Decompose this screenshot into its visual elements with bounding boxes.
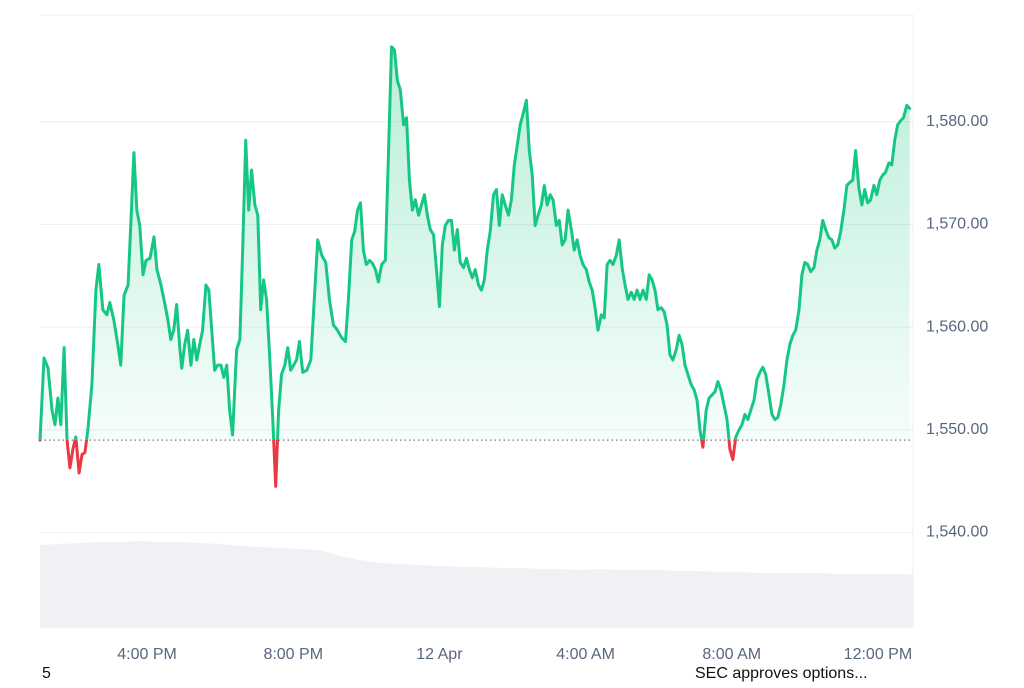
x-tick-label: 12:00 PM bbox=[844, 646, 912, 663]
y-tick-label: 1,570.00 bbox=[926, 216, 988, 233]
footer-right: SEC approves options... bbox=[695, 665, 868, 682]
labels-layer: 1,540.00 1,550.00 1,560.00 1,570.00 1,580.00… bbox=[117, 113, 988, 663]
y-tick-label: 1,560.00 bbox=[926, 318, 988, 335]
x-tick-label: 4:00 PM bbox=[117, 646, 177, 663]
x-tick-label: 4:00 AM bbox=[556, 646, 615, 663]
y-tick-label: 1,540.00 bbox=[926, 524, 988, 541]
price-area bbox=[40, 46, 910, 628]
x-tick-label: 8:00 PM bbox=[263, 646, 323, 663]
x-tick-label: 12 Apr bbox=[416, 646, 463, 663]
footer-left: 5 bbox=[42, 665, 51, 682]
marks-layer bbox=[38, 45, 913, 628]
y-tick-label: 1,550.00 bbox=[926, 421, 988, 438]
y-tick-label: 1,580.00 bbox=[926, 113, 988, 130]
price-line bbox=[38, 45, 912, 488]
x-tick-label: 8:00 AM bbox=[702, 646, 761, 663]
